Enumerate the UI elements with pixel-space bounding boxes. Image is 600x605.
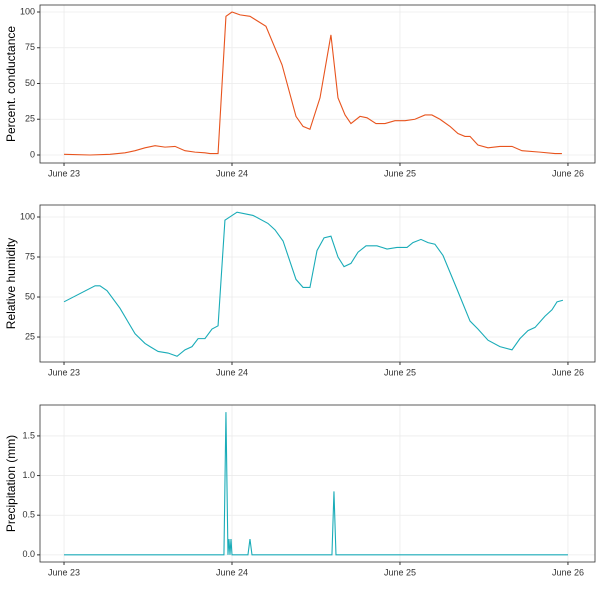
x-tick-label: June 23 bbox=[48, 367, 80, 377]
y-tick-label: 0.0 bbox=[22, 549, 35, 559]
x-tick-label: June 26 bbox=[552, 367, 584, 377]
y-tick-label: 50 bbox=[25, 78, 35, 88]
panel-border bbox=[39, 404, 596, 563]
x-tick-label: June 25 bbox=[384, 168, 416, 178]
x-tick-label: June 26 bbox=[552, 168, 584, 178]
y-tick-label: 0 bbox=[30, 149, 35, 159]
panel-border bbox=[39, 204, 596, 363]
y-axis-label: Precipitation (mm) bbox=[4, 435, 18, 532]
x-tick-label: June 26 bbox=[552, 567, 584, 577]
y-axis-label: Relative humidity bbox=[4, 238, 18, 329]
x-tick-label: June 25 bbox=[384, 567, 416, 577]
y-tick-label: 75 bbox=[25, 251, 35, 261]
x-tick-label: June 24 bbox=[216, 567, 248, 577]
data-line bbox=[64, 412, 568, 556]
y-axis-label: Percent. conductance bbox=[4, 26, 18, 142]
y-tick-label: 25 bbox=[25, 331, 35, 341]
y-tick-label: 25 bbox=[25, 114, 35, 124]
x-tick-label: June 25 bbox=[384, 367, 416, 377]
y-tick-label: 75 bbox=[25, 42, 35, 52]
x-tick-label: June 23 bbox=[48, 567, 80, 577]
y-tick-label: 50 bbox=[25, 291, 35, 301]
y-tick-label: 100 bbox=[20, 6, 35, 16]
x-tick-label: June 24 bbox=[216, 367, 248, 377]
y-tick-label: 1.5 bbox=[22, 430, 35, 440]
data-line bbox=[64, 11, 562, 156]
y-tick-label: 100 bbox=[20, 211, 35, 221]
data-line bbox=[63, 211, 564, 357]
x-tick-label: June 24 bbox=[216, 168, 248, 178]
panel-border bbox=[39, 4, 596, 164]
y-tick-label: 1.0 bbox=[22, 470, 35, 480]
y-tick-label: 0.5 bbox=[22, 510, 35, 520]
x-tick-label: June 23 bbox=[48, 168, 80, 178]
